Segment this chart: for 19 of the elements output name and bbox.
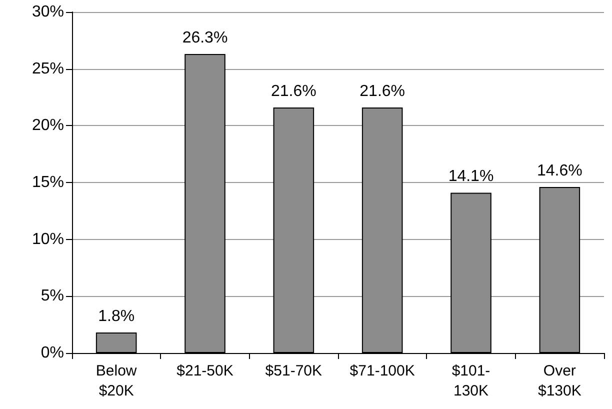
y-tick-label: 15% (32, 174, 64, 191)
data-label: 21.6% (270, 82, 316, 100)
x-tick-label: $101- 130K (452, 362, 490, 400)
data-label: 21.6% (360, 82, 406, 100)
y-tick-label: 0% (40, 344, 64, 362)
y-tick-label: 5% (40, 288, 64, 305)
x-tick-label: Below $20K (96, 362, 137, 400)
data-label: 1.8% (98, 308, 135, 326)
x-tick-label: $71-100K (350, 362, 415, 380)
y-tick-label: 10% (32, 230, 64, 248)
y-tick-label: 25% (32, 60, 64, 78)
x-tick-label: Over $130K (538, 362, 582, 400)
data-label: 14.1% (448, 168, 494, 186)
data-label: 26.3% (182, 30, 228, 47)
x-tick-label: $51-70K (265, 362, 322, 380)
data-label: 14.6% (536, 162, 582, 180)
y-tick-label: 20% (32, 117, 64, 134)
x-tick-label: $21-50K (176, 362, 234, 380)
y-tick-label: 30% (32, 4, 64, 20)
